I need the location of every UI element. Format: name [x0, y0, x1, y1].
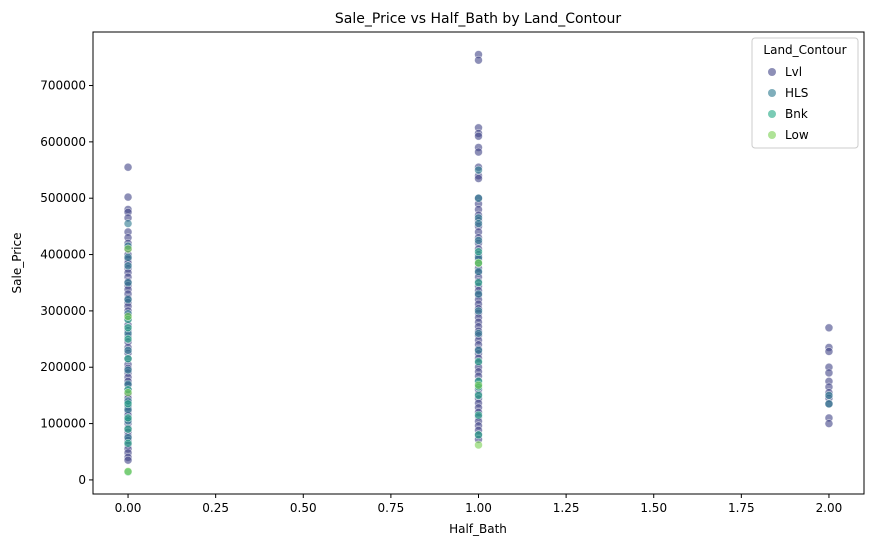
x-tick-label: 2.00	[816, 501, 843, 515]
data-point	[123, 219, 133, 228]
legend-frame	[751, 37, 859, 149]
x-tick-label: 1.25	[553, 501, 580, 515]
data-point	[474, 165, 483, 175]
data-point	[123, 467, 133, 476]
chart-title: Sale_Price vs Half_Bath by Land_Contour	[335, 11, 621, 27]
legend-marker	[768, 89, 776, 97]
data-point	[123, 244, 133, 254]
y-tick-label: 200000	[40, 360, 86, 374]
data-point	[123, 399, 133, 409]
y-tick-label: 500000	[40, 191, 86, 205]
x-tick-label: 1.00	[465, 501, 492, 515]
y-axis-label: Sale_Price	[10, 233, 24, 294]
data-point	[123, 438, 133, 448]
data-point	[824, 323, 834, 333]
data-point	[123, 346, 133, 355]
y-axis: 0 100000 200000 300000 400000 500000 600000 700…	[40, 79, 93, 487]
legend-marker	[768, 68, 776, 76]
series-bnk	[123, 247, 483, 477]
data-point	[474, 380, 483, 390]
x-axis: 0.00 0.25 0.50 0.75 1.00 1.25 1.50 1.75 2.00	[115, 494, 843, 515]
data-point	[474, 131, 483, 141]
data-point	[123, 424, 133, 434]
data-point	[474, 289, 483, 299]
legend-label: HLS	[785, 86, 808, 100]
x-tick-label: 0.50	[290, 501, 317, 515]
legend-label: Low	[785, 128, 809, 142]
data-point	[123, 278, 133, 288]
y-tick-label: 600000	[40, 135, 86, 149]
data-point	[123, 334, 133, 344]
data-point	[123, 388, 133, 397]
data-point	[474, 306, 483, 316]
data-point	[824, 399, 834, 409]
legend-label: Bnk	[785, 107, 808, 121]
data-point	[474, 55, 483, 65]
y-tick-label: 100000	[40, 417, 86, 431]
x-tick-label: 0.00	[115, 501, 142, 515]
data-point	[474, 147, 483, 157]
data-point	[824, 391, 834, 400]
data-point	[123, 162, 133, 172]
data-point	[474, 329, 483, 338]
data-point	[474, 346, 483, 355]
data-point	[474, 440, 483, 450]
data-point	[474, 391, 483, 400]
plot-area	[123, 50, 834, 477]
data-point	[474, 193, 483, 203]
legend-marker	[768, 131, 776, 139]
data-point	[474, 247, 483, 257]
y-tick-label: 300000	[40, 304, 86, 318]
data-point	[474, 258, 483, 268]
series-low	[123, 244, 483, 476]
data-point	[123, 261, 133, 271]
data-point	[123, 295, 133, 304]
data-point	[474, 219, 483, 228]
data-point	[123, 253, 133, 262]
data-point	[123, 455, 133, 465]
data-point	[123, 365, 133, 375]
data-point	[123, 354, 133, 364]
data-point	[474, 430, 483, 440]
data-point	[824, 347, 834, 356]
data-point	[474, 174, 483, 183]
data-point	[123, 413, 133, 423]
legend-marker	[768, 110, 776, 118]
data-point	[474, 357, 483, 366]
legend-title: Land_Contour	[763, 43, 846, 57]
y-tick-label: 0	[78, 473, 86, 487]
y-tick-label: 400000	[40, 248, 86, 262]
legend: Land_Contour Lvl HLS Bnk Low	[751, 37, 859, 149]
data-point	[474, 236, 483, 245]
data-point	[474, 267, 483, 276]
x-tick-label: 1.75	[728, 501, 755, 515]
data-point	[824, 368, 834, 378]
x-tick-label: 0.25	[202, 501, 229, 515]
data-point	[123, 323, 133, 333]
data-point	[474, 410, 483, 420]
x-tick-label: 0.75	[378, 501, 405, 515]
data-point	[123, 312, 133, 321]
data-point	[123, 192, 133, 202]
x-tick-label: 1.50	[640, 501, 667, 515]
y-tick-label: 700000	[40, 79, 86, 93]
data-point	[824, 419, 834, 428]
x-axis-label: Half_Bath	[449, 522, 507, 536]
legend-label: Lvl	[785, 65, 802, 79]
data-point	[474, 278, 483, 288]
